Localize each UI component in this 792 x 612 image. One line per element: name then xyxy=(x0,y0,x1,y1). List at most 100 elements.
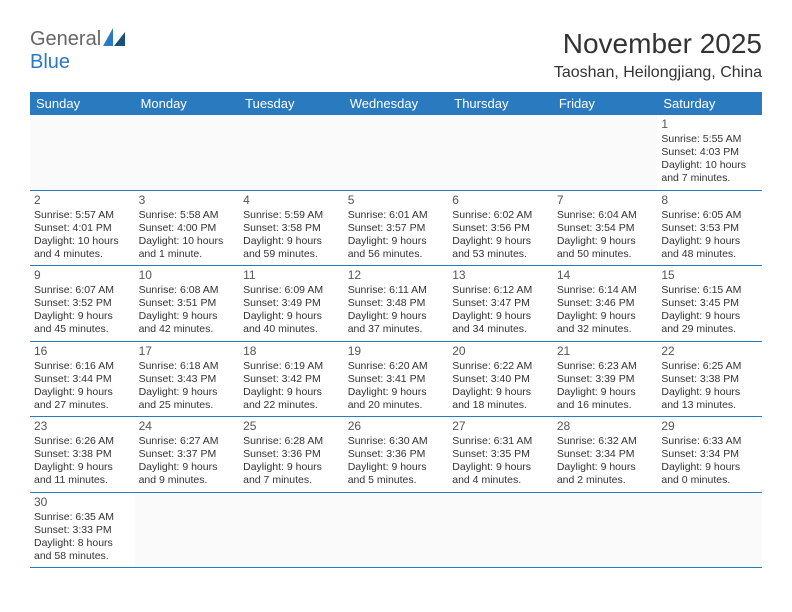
logo: General Blue xyxy=(30,28,125,74)
sunrise-line: Sunrise: 6:07 AM xyxy=(34,284,131,297)
sunrise-line: Sunrise: 6:18 AM xyxy=(139,360,236,373)
dayhead-sun: Sunday xyxy=(30,92,135,115)
sunset-line: Sunset: 3:36 PM xyxy=(243,448,340,461)
calendar-cell: 3Sunrise: 5:58 AMSunset: 4:00 PMDaylight… xyxy=(135,190,240,266)
calendar-row: 23Sunrise: 6:26 AMSunset: 3:38 PMDayligh… xyxy=(30,417,762,493)
day-number: 1 xyxy=(661,117,758,132)
sunrise-line: Sunrise: 6:28 AM xyxy=(243,435,340,448)
day-number: 4 xyxy=(243,193,340,208)
calendar-cell: 29Sunrise: 6:33 AMSunset: 3:34 PMDayligh… xyxy=(657,417,762,493)
calendar-cell: 26Sunrise: 6:30 AMSunset: 3:36 PMDayligh… xyxy=(344,417,449,493)
daylight-line: Daylight: 9 hours and 25 minutes. xyxy=(139,386,236,412)
daylight-line: Daylight: 9 hours and 48 minutes. xyxy=(661,235,758,261)
sunset-line: Sunset: 3:57 PM xyxy=(348,222,445,235)
sunrise-line: Sunrise: 6:08 AM xyxy=(139,284,236,297)
day-number: 13 xyxy=(452,268,549,283)
calendar-cell xyxy=(135,115,240,190)
daylight-line: Daylight: 9 hours and 11 minutes. xyxy=(34,461,131,487)
calendar-cell: 17Sunrise: 6:18 AMSunset: 3:43 PMDayligh… xyxy=(135,341,240,417)
day-number: 20 xyxy=(452,344,549,359)
calendar-cell: 25Sunrise: 6:28 AMSunset: 3:36 PMDayligh… xyxy=(239,417,344,493)
sunset-line: Sunset: 3:41 PM xyxy=(348,373,445,386)
calendar-cell xyxy=(553,492,658,568)
calendar-cell: 30Sunrise: 6:35 AMSunset: 3:33 PMDayligh… xyxy=(30,492,135,568)
calendar-cell xyxy=(239,115,344,190)
logo-sail-icon xyxy=(103,28,125,51)
dayname-row: Sunday Monday Tuesday Wednesday Thursday… xyxy=(30,92,762,115)
sunrise-line: Sunrise: 5:58 AM xyxy=(139,209,236,222)
sunrise-line: Sunrise: 6:01 AM xyxy=(348,209,445,222)
day-number: 29 xyxy=(661,419,758,434)
dayhead-fri: Friday xyxy=(553,92,658,115)
logo-blue: Blue xyxy=(30,51,70,73)
daylight-line: Daylight: 10 hours and 7 minutes. xyxy=(661,159,758,185)
sunset-line: Sunset: 3:53 PM xyxy=(661,222,758,235)
daylight-line: Daylight: 9 hours and 0 minutes. xyxy=(661,461,758,487)
calendar-cell: 9Sunrise: 6:07 AMSunset: 3:52 PMDaylight… xyxy=(30,266,135,342)
sunrise-line: Sunrise: 6:31 AM xyxy=(452,435,549,448)
day-number: 10 xyxy=(139,268,236,283)
day-number: 6 xyxy=(452,193,549,208)
dayhead-mon: Monday xyxy=(135,92,240,115)
calendar-cell xyxy=(344,492,449,568)
daylight-line: Daylight: 9 hours and 4 minutes. xyxy=(452,461,549,487)
day-number: 2 xyxy=(34,193,131,208)
day-number: 8 xyxy=(661,193,758,208)
day-number: 27 xyxy=(452,419,549,434)
sunset-line: Sunset: 3:58 PM xyxy=(243,222,340,235)
sunset-line: Sunset: 3:38 PM xyxy=(661,373,758,386)
sunset-line: Sunset: 3:39 PM xyxy=(557,373,654,386)
sunset-line: Sunset: 3:33 PM xyxy=(34,524,131,537)
calendar-cell xyxy=(239,492,344,568)
daylight-line: Daylight: 10 hours and 1 minute. xyxy=(139,235,236,261)
sunrise-line: Sunrise: 6:23 AM xyxy=(557,360,654,373)
calendar-cell xyxy=(135,492,240,568)
calendar-cell: 13Sunrise: 6:12 AMSunset: 3:47 PMDayligh… xyxy=(448,266,553,342)
day-number: 19 xyxy=(348,344,445,359)
sunset-line: Sunset: 3:34 PM xyxy=(557,448,654,461)
sunrise-line: Sunrise: 6:32 AM xyxy=(557,435,654,448)
calendar-cell: 8Sunrise: 6:05 AMSunset: 3:53 PMDaylight… xyxy=(657,190,762,266)
sunrise-line: Sunrise: 6:22 AM xyxy=(452,360,549,373)
calendar-table: Sunday Monday Tuesday Wednesday Thursday… xyxy=(30,92,762,568)
sunrise-line: Sunrise: 6:04 AM xyxy=(557,209,654,222)
calendar-cell: 1Sunrise: 5:55 AMSunset: 4:03 PMDaylight… xyxy=(657,115,762,190)
daylight-line: Daylight: 9 hours and 40 minutes. xyxy=(243,310,340,336)
calendar-cell: 19Sunrise: 6:20 AMSunset: 3:41 PMDayligh… xyxy=(344,341,449,417)
sunset-line: Sunset: 4:00 PM xyxy=(139,222,236,235)
day-number: 26 xyxy=(348,419,445,434)
daylight-line: Daylight: 9 hours and 37 minutes. xyxy=(348,310,445,336)
day-number: 28 xyxy=(557,419,654,434)
daylight-line: Daylight: 9 hours and 9 minutes. xyxy=(139,461,236,487)
calendar-cell: 27Sunrise: 6:31 AMSunset: 3:35 PMDayligh… xyxy=(448,417,553,493)
calendar-cell xyxy=(30,115,135,190)
calendar-cell: 11Sunrise: 6:09 AMSunset: 3:49 PMDayligh… xyxy=(239,266,344,342)
day-number: 30 xyxy=(34,495,131,510)
sunrise-line: Sunrise: 6:02 AM xyxy=(452,209,549,222)
day-number: 16 xyxy=(34,344,131,359)
sunset-line: Sunset: 3:44 PM xyxy=(34,373,131,386)
daylight-line: Daylight: 9 hours and 20 minutes. xyxy=(348,386,445,412)
day-number: 9 xyxy=(34,268,131,283)
calendar-cell: 6Sunrise: 6:02 AMSunset: 3:56 PMDaylight… xyxy=(448,190,553,266)
daylight-line: Daylight: 9 hours and 5 minutes. xyxy=(348,461,445,487)
sunrise-line: Sunrise: 6:20 AM xyxy=(348,360,445,373)
sunset-line: Sunset: 3:40 PM xyxy=(452,373,549,386)
calendar-cell: 16Sunrise: 6:16 AMSunset: 3:44 PMDayligh… xyxy=(30,341,135,417)
dayhead-thu: Thursday xyxy=(448,92,553,115)
sunrise-line: Sunrise: 6:27 AM xyxy=(139,435,236,448)
calendar-row: 1Sunrise: 5:55 AMSunset: 4:03 PMDaylight… xyxy=(30,115,762,190)
sunrise-line: Sunrise: 6:12 AM xyxy=(452,284,549,297)
sunrise-line: Sunrise: 6:14 AM xyxy=(557,284,654,297)
daylight-line: Daylight: 9 hours and 27 minutes. xyxy=(34,386,131,412)
sunset-line: Sunset: 3:35 PM xyxy=(452,448,549,461)
daylight-line: Daylight: 9 hours and 2 minutes. xyxy=(557,461,654,487)
calendar-row: 16Sunrise: 6:16 AMSunset: 3:44 PMDayligh… xyxy=(30,341,762,417)
calendar-cell: 28Sunrise: 6:32 AMSunset: 3:34 PMDayligh… xyxy=(553,417,658,493)
dayhead-tue: Tuesday xyxy=(239,92,344,115)
sunset-line: Sunset: 3:37 PM xyxy=(139,448,236,461)
sunrise-line: Sunrise: 6:09 AM xyxy=(243,284,340,297)
calendar-cell: 5Sunrise: 6:01 AMSunset: 3:57 PMDaylight… xyxy=(344,190,449,266)
day-number: 15 xyxy=(661,268,758,283)
sunrise-line: Sunrise: 6:30 AM xyxy=(348,435,445,448)
